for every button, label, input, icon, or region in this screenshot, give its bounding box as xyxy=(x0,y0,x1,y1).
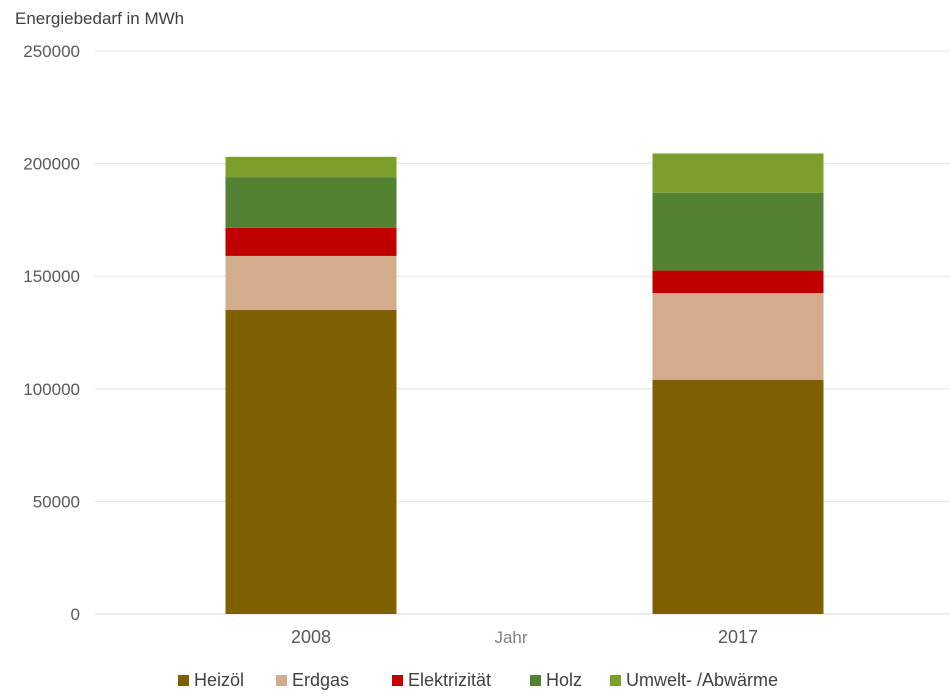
legend-label: Heizöl xyxy=(194,670,244,690)
legend-swatch xyxy=(610,675,621,686)
bar-segment xyxy=(226,157,397,177)
y-axis-title: Energiebedarf in MWh xyxy=(15,9,184,28)
bar-segment xyxy=(653,293,824,380)
legend-swatch xyxy=(530,675,541,686)
legend-label: Erdgas xyxy=(292,670,349,690)
y-tick-label: 200000 xyxy=(23,155,80,174)
legend: Heizöl Erdgas Elektrizität Holz Umwelt- /Abw… xyxy=(178,670,778,690)
legend-swatch xyxy=(178,675,189,686)
legend-label: Umwelt- /Abwärme xyxy=(626,670,778,690)
y-tick-labels: 0 50000 100000 150000 200000 250000 xyxy=(23,42,80,624)
category-label: 2017 xyxy=(718,627,758,647)
legend-label: Elektrizität xyxy=(408,670,491,690)
y-tick-label: 50000 xyxy=(33,492,80,511)
legend-label: Holz xyxy=(546,670,582,690)
y-tick-label: 100000 xyxy=(23,380,80,399)
bar-segment xyxy=(226,228,397,256)
x-axis-title: Jahr xyxy=(494,628,527,647)
bar-segment xyxy=(653,380,824,614)
legend-swatch xyxy=(392,675,403,686)
bar-segment xyxy=(653,153,824,192)
legend-swatch xyxy=(276,675,287,686)
bar-segment xyxy=(226,310,397,614)
bar-segment xyxy=(653,193,824,271)
bars xyxy=(226,153,824,614)
y-tick-label: 250000 xyxy=(23,42,80,61)
bar-segment xyxy=(226,256,397,310)
bar-segment xyxy=(653,271,824,294)
y-tick-label: 150000 xyxy=(23,267,80,286)
category-label: 2008 xyxy=(291,627,331,647)
bar-segment xyxy=(226,177,397,228)
y-tick-label: 0 xyxy=(71,605,80,624)
